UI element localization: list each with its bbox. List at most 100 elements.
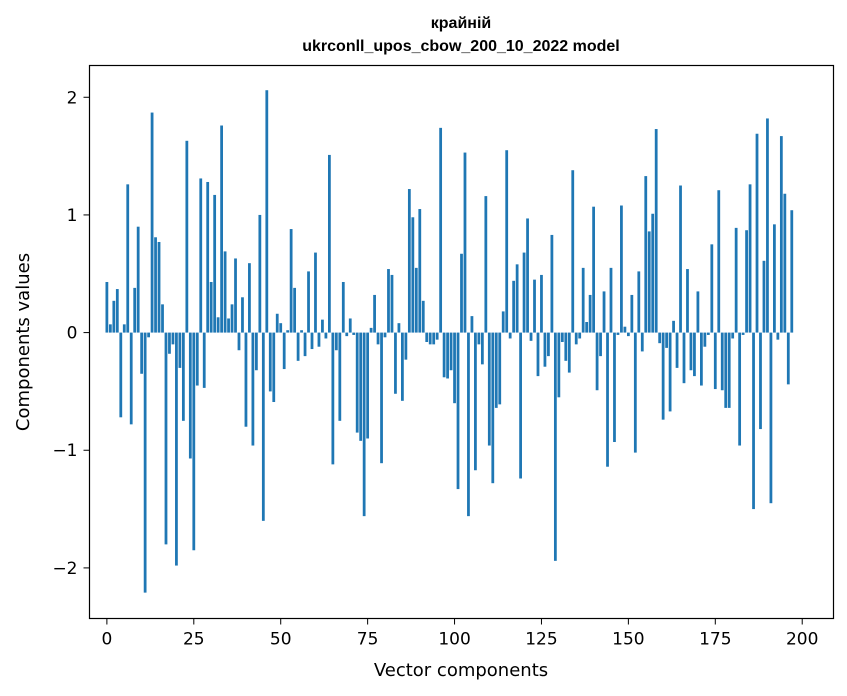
bar — [352, 332, 356, 335]
bar — [501, 311, 505, 333]
bar — [515, 264, 519, 333]
bar — [557, 332, 561, 398]
y-axis-ticks: −2 −1 0 1 2 — [52, 88, 90, 579]
bar — [366, 332, 370, 439]
bar — [275, 313, 279, 333]
bar — [140, 332, 144, 374]
bar — [428, 332, 432, 345]
bar — [147, 332, 150, 338]
bar — [689, 332, 693, 371]
x-tick-label: 125 — [525, 630, 557, 650]
bar — [529, 332, 533, 341]
bar — [251, 332, 255, 446]
chart-title: крайній — [431, 15, 491, 32]
bar — [564, 332, 568, 361]
bar — [741, 332, 745, 335]
bar — [560, 332, 564, 342]
bar — [592, 206, 595, 333]
bar — [300, 330, 303, 333]
y-tick-label: −2 — [52, 559, 77, 579]
bar — [181, 332, 185, 421]
bar — [390, 274, 394, 333]
x-tick-label: 200 — [786, 630, 818, 650]
bar — [567, 332, 571, 373]
bar — [508, 332, 512, 339]
bar — [616, 332, 620, 335]
bar — [647, 231, 651, 333]
bar — [453, 332, 456, 404]
bar — [369, 327, 373, 333]
bar — [209, 281, 213, 333]
bar — [713, 332, 717, 390]
bar — [348, 318, 352, 333]
bar — [661, 332, 665, 420]
bar — [362, 332, 366, 517]
bar — [289, 229, 293, 333]
bar — [484, 196, 488, 333]
x-tick-label: 75 — [357, 630, 379, 650]
bar — [115, 289, 119, 333]
bar — [599, 332, 602, 357]
bar — [588, 294, 592, 333]
bar — [126, 184, 130, 333]
bar — [682, 332, 686, 384]
bar — [154, 237, 157, 333]
bar — [727, 332, 731, 408]
bar — [230, 304, 234, 333]
bar — [310, 332, 314, 350]
bar — [143, 332, 147, 593]
x-tick-label: 0 — [101, 630, 112, 650]
bar — [248, 263, 251, 333]
bar — [633, 332, 637, 453]
bar — [324, 332, 328, 339]
bar — [108, 324, 112, 333]
bar — [644, 176, 648, 333]
bar — [261, 332, 265, 521]
bar — [418, 209, 422, 333]
bar — [112, 300, 116, 333]
bar — [630, 294, 634, 333]
bar — [487, 332, 491, 446]
x-tick-label: 175 — [699, 630, 731, 650]
bar — [783, 193, 787, 333]
bar — [477, 332, 481, 345]
bar — [296, 332, 300, 361]
bar — [706, 332, 710, 335]
bar — [279, 323, 283, 333]
bar — [755, 133, 759, 333]
bar — [748, 184, 752, 333]
bar — [129, 332, 133, 425]
bar — [286, 330, 290, 333]
x-axis-title: Vector components — [374, 660, 548, 681]
bar — [609, 267, 613, 333]
bar — [578, 332, 582, 339]
bar — [161, 304, 164, 333]
bar — [435, 332, 439, 340]
bar — [394, 332, 397, 394]
bar — [498, 332, 502, 405]
y-tick-label: 1 — [67, 206, 78, 226]
bar — [439, 127, 443, 333]
bar — [786, 332, 790, 385]
bar — [442, 332, 446, 378]
bar — [519, 332, 522, 479]
bar — [602, 291, 606, 333]
bar — [254, 332, 258, 371]
y-tick-label: −1 — [52, 441, 77, 461]
bar — [449, 332, 453, 371]
bar — [675, 332, 679, 368]
bar — [188, 332, 192, 459]
bar — [595, 332, 599, 391]
x-tick-label: 100 — [438, 630, 470, 650]
bar — [334, 332, 338, 351]
bar — [446, 332, 449, 379]
bar — [178, 332, 182, 368]
bar — [547, 332, 550, 357]
bar — [456, 332, 460, 490]
bar — [307, 271, 310, 333]
bar — [373, 294, 376, 333]
bar — [122, 324, 126, 333]
bar — [654, 129, 658, 333]
bar — [745, 230, 748, 333]
